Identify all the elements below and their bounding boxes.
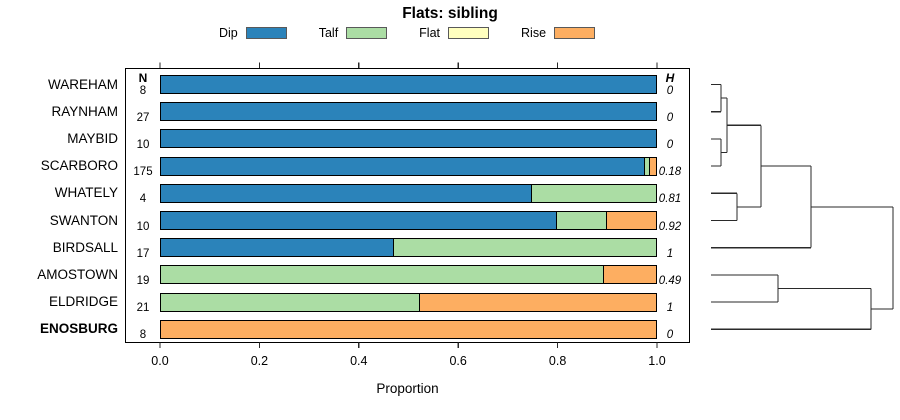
row-label-maybid: MAYBID [67, 130, 118, 146]
bar-segment-rise [650, 157, 656, 175]
row-label-raynham: RAYNHAM [51, 103, 118, 119]
row-label-eldridge: ELDRIDGE [48, 294, 118, 310]
x-tick-label: 0.2 [250, 354, 269, 368]
h-column-header: H [665, 71, 675, 85]
bar-segment-dip [161, 212, 557, 229]
x-tick-label: 1.0 [648, 354, 666, 368]
legend-label: Talf [318, 26, 339, 40]
row-label-enosburg: ENOSBURG [39, 321, 118, 337]
n-value: 175 [133, 166, 153, 179]
n-value: 4 [139, 193, 147, 206]
legend-swatch [346, 27, 388, 39]
n-value: 27 [136, 111, 150, 124]
bar-row [160, 156, 657, 176]
legend-label: Dip [218, 26, 238, 40]
n-value: 17 [136, 247, 150, 260]
bar-segment-talf [644, 157, 651, 175]
bar-row [160, 211, 657, 230]
h-value: 0.92 [658, 220, 682, 233]
x-tick-label: 0.4 [350, 354, 368, 368]
n-value: 21 [136, 302, 150, 315]
row-label-swanton: SWANTON [49, 212, 118, 228]
legend-swatch [245, 27, 287, 39]
h-value: 1 [666, 302, 674, 315]
chart-title: Flats: sibling [402, 5, 498, 22]
h-value: 0 [666, 138, 674, 151]
h-value: 0 [666, 111, 674, 124]
legend-item-rise: Rise [521, 26, 596, 40]
legend-item-talf: Talf [318, 26, 388, 40]
bar-row [160, 238, 657, 258]
n-value: 10 [136, 220, 150, 233]
legend-label: Flat [419, 26, 441, 40]
h-value: 1 [666, 247, 674, 260]
legend-swatch [554, 27, 596, 39]
x-tick-label: 0.6 [449, 354, 467, 368]
plot-box [125, 68, 690, 343]
h-value: 0.49 [658, 274, 682, 287]
n-column-header: N [138, 71, 148, 85]
bar-segment-dip [161, 184, 533, 202]
row-label-whately: WHATELY [54, 185, 118, 201]
bar-row [160, 319, 657, 339]
n-value: 10 [136, 138, 150, 151]
h-value: 0 [666, 329, 674, 342]
legend-item-dip: Dip [219, 26, 287, 40]
bar-row [160, 265, 657, 285]
bar-segment-talf [532, 184, 656, 202]
bar-segment-rise [420, 293, 656, 311]
row-label-amostown: AMOSTOWN [37, 266, 118, 282]
h-value: 0 [666, 84, 674, 97]
bar-segment-rise [604, 266, 656, 284]
x-tick-label: 0.8 [548, 354, 567, 368]
bar-row [160, 183, 657, 203]
h-value: 0.18 [658, 166, 682, 179]
bar-segment-talf [393, 239, 656, 257]
bar-row [160, 129, 657, 149]
row-label-birdsall: BIRDSALL [52, 239, 118, 255]
row-label-wareham: WAREHAM [48, 76, 118, 92]
x-axis-title: Proportion [376, 381, 439, 396]
legend-swatch [448, 27, 490, 39]
bar-segment-rise [606, 212, 656, 229]
h-value: 0.81 [658, 193, 682, 206]
bar-segment-dip [161, 76, 656, 93]
legend-label: Rise [521, 26, 547, 40]
bar-segment-talf [557, 212, 607, 229]
bar-row [160, 75, 657, 94]
bar-segment-talf [161, 293, 421, 311]
row-label-scarboro: SCARBORO [40, 158, 118, 174]
bar-segment-talf [161, 266, 605, 284]
bar-row [160, 292, 657, 312]
n-value: 8 [139, 84, 147, 97]
legend: Dip Talf Flat Rise [0, 26, 814, 40]
legend-item-flat: Flat [419, 26, 490, 40]
bar-segment-dip [161, 157, 645, 175]
bar-segment-dip [161, 130, 656, 148]
bar-segment-rise [161, 320, 656, 338]
x-tick-label: 0.0 [151, 354, 169, 368]
n-value: 19 [136, 274, 150, 287]
bar-segment-dip [161, 239, 394, 257]
n-value: 8 [139, 329, 147, 342]
bar-row [160, 102, 657, 122]
bar-segment-dip [161, 103, 656, 121]
